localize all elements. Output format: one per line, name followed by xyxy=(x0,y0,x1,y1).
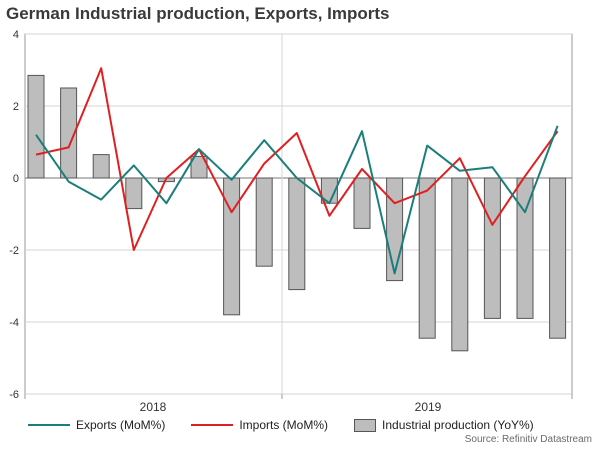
x-year-label: 2019 xyxy=(415,400,442,414)
bar-industrial-production xyxy=(92,154,110,179)
legend-swatch-industrial-production xyxy=(354,418,377,432)
bar-industrial-production xyxy=(451,177,469,352)
legend-swatch-exports xyxy=(28,424,70,426)
bar-industrial-production xyxy=(353,177,371,229)
bar-industrial-production xyxy=(549,177,567,339)
legend-label-imports: Imports (MoM%) xyxy=(239,418,329,432)
y-tick-label: 2 xyxy=(13,101,19,113)
legend-item-industrial-production: Industrial production (YoY%) xyxy=(354,418,534,432)
y-tick-label: -4 xyxy=(9,317,19,329)
bar-industrial-production xyxy=(483,177,501,319)
bar-industrial-production xyxy=(288,177,306,291)
bar-industrial-production xyxy=(386,177,404,282)
bar-industrial-production xyxy=(190,155,208,179)
bar-industrial-production xyxy=(516,177,534,319)
legend-label-industrial-production: Industrial production (YoY%) xyxy=(382,418,534,432)
legend-item-exports: Exports (MoM%) xyxy=(28,418,165,432)
bar-industrial-production xyxy=(418,177,436,339)
line-imports xyxy=(35,67,559,251)
bar-industrial-production xyxy=(223,177,241,316)
line-exports xyxy=(35,125,559,275)
source-note: Source: Refinitiv Datastream xyxy=(464,434,592,445)
y-tick-label: 4 xyxy=(13,29,19,41)
legend: Exports (MoM%) Imports (MoM%) Industrial… xyxy=(28,418,560,432)
legend-label-exports: Exports (MoM%) xyxy=(76,418,166,432)
bar-industrial-production xyxy=(27,74,45,179)
legend-item-imports: Imports (MoM%) xyxy=(191,418,328,432)
bar-industrial-production xyxy=(60,87,78,179)
y-tick-label: -6 xyxy=(9,389,19,401)
y-tick-label: -2 xyxy=(9,245,19,257)
y-tick-label: 0 xyxy=(13,173,19,185)
bar-industrial-production xyxy=(255,177,273,267)
x-year-label: 2018 xyxy=(140,400,167,414)
legend-swatch-imports xyxy=(191,424,234,426)
chart-title: German Industrial production, Exports, I… xyxy=(6,4,390,23)
bar-industrial-production xyxy=(125,177,143,210)
